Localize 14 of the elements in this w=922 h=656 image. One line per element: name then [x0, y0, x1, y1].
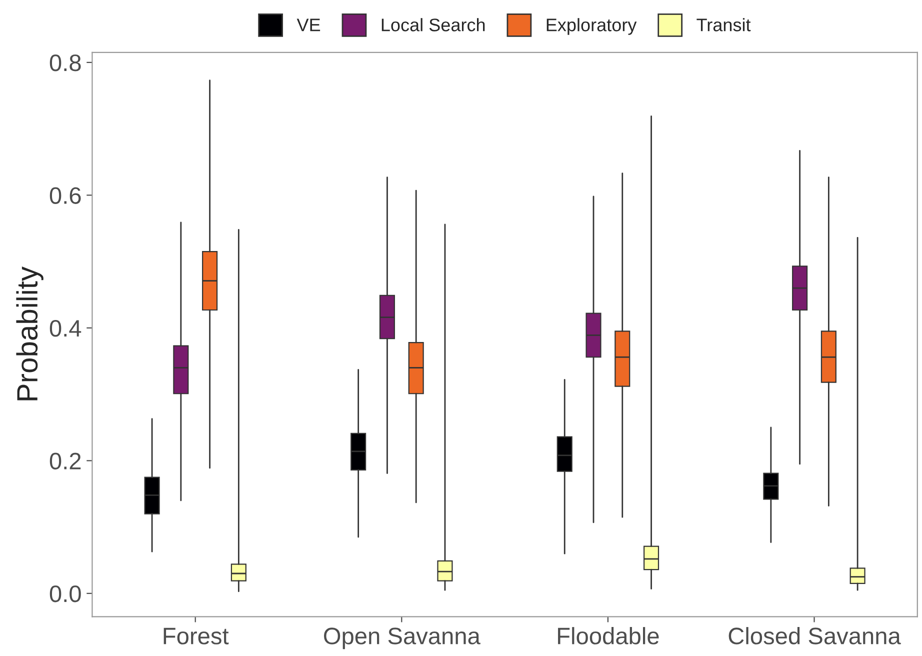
- x-tick-label: Forest: [164, 628, 229, 644]
- x-tick-label: Closed Savanna: [728, 627, 901, 644]
- legend-label: Local Search: [382, 18, 485, 32]
- legend-label: Transit: [696, 18, 751, 32]
- y-tick-label: 0.6: [50, 187, 81, 204]
- y-tick-label: 0.2: [50, 452, 81, 470]
- y-tick-label: 0.8: [50, 54, 81, 72]
- y-tick-label: 0.0: [50, 585, 81, 602]
- x-tick-label: Open Savanna: [324, 628, 480, 650]
- x-tick-label: Floodable: [558, 627, 659, 644]
- legend-label: VE: [296, 18, 320, 32]
- y-axis-title: Probability: [16, 266, 44, 400]
- y-tick-label: 0.4: [50, 320, 82, 337]
- legend-label: Exploratory: [546, 18, 637, 35]
